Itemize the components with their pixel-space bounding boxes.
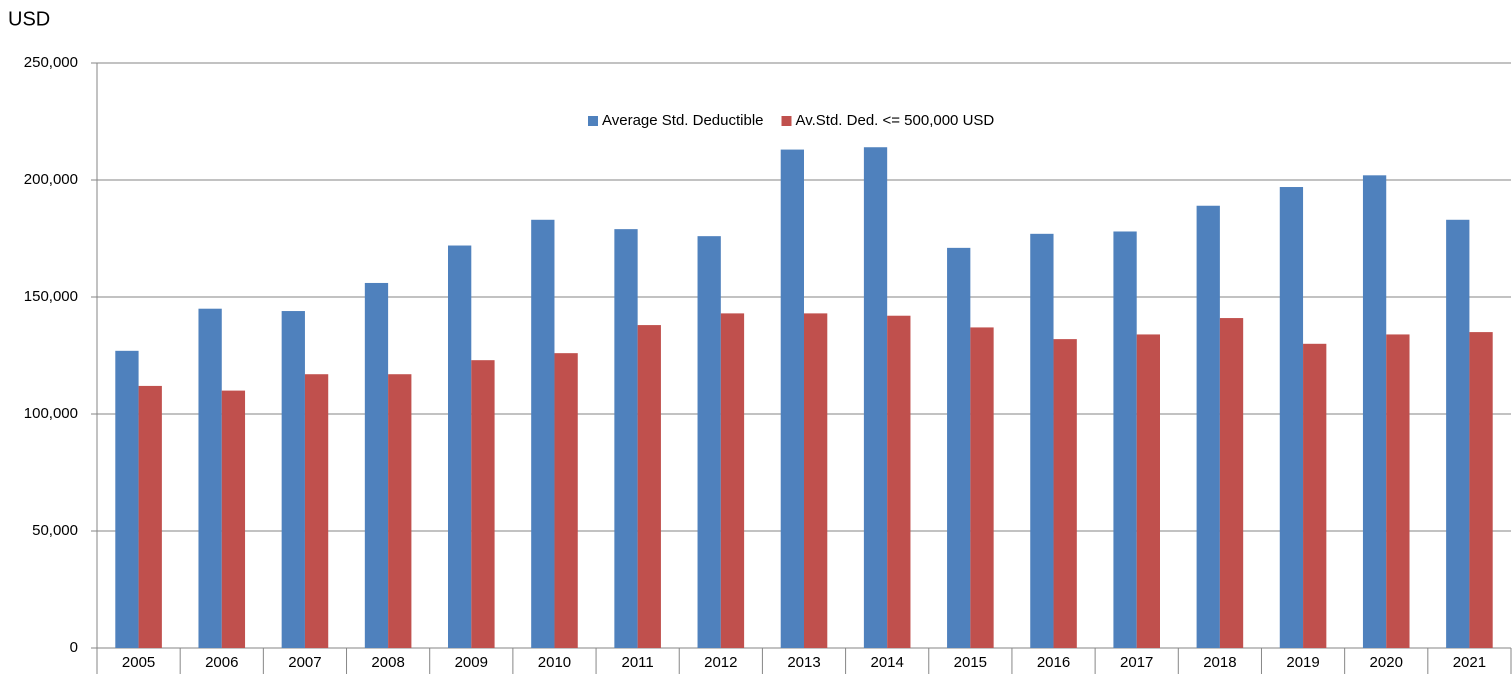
bar — [364, 282, 389, 648]
bar — [947, 247, 971, 649]
bar — [221, 390, 246, 648]
bar — [198, 308, 222, 648]
x-tick-label: 2009 — [455, 654, 488, 671]
x-tick-label: 2017 — [1120, 654, 1153, 671]
bar — [637, 325, 661, 648]
x-tick-label: 2007 — [288, 654, 321, 671]
x-tick-label: 2005 — [122, 654, 155, 671]
bar — [471, 360, 495, 648]
legend-label: Av.Std. Ded. <= 500,000 USD — [796, 112, 995, 129]
bar — [720, 313, 745, 648]
bar — [138, 385, 162, 648]
y-tick-label: 250,000 — [24, 54, 78, 71]
y-axis-title: USD — [8, 8, 50, 30]
y-tick-label: 150,000 — [24, 288, 78, 305]
bar — [1136, 334, 1160, 648]
x-tick-label: 2019 — [1286, 654, 1319, 671]
x-tick-label: 2020 — [1370, 654, 1403, 671]
bar — [1362, 175, 1387, 648]
bar — [304, 374, 329, 648]
y-tick-label: 100,000 — [24, 405, 78, 422]
bar — [863, 147, 888, 649]
bar — [1469, 332, 1493, 648]
bar — [448, 245, 472, 648]
bar — [697, 236, 721, 648]
x-tick-label: 2011 — [622, 654, 654, 671]
x-tick-label: 2006 — [205, 654, 238, 671]
bar — [1053, 339, 1077, 648]
bar — [804, 313, 828, 648]
x-tick-label: 2013 — [787, 654, 820, 671]
bar — [1196, 205, 1220, 649]
x-tick-label: 2012 — [704, 654, 737, 671]
y-tick-label: 50,000 — [32, 522, 78, 539]
bar — [1303, 343, 1327, 648]
legend-swatch — [588, 116, 598, 126]
bar — [388, 374, 412, 648]
bar — [1113, 231, 1137, 649]
bar — [281, 311, 305, 648]
x-tick-label: 2008 — [371, 654, 404, 671]
x-tick-label: 2015 — [954, 654, 987, 671]
x-tick-label: 2016 — [1037, 654, 1070, 671]
bar — [1279, 187, 1304, 648]
bar — [531, 219, 555, 648]
bar — [970, 327, 994, 648]
bar — [1386, 334, 1410, 648]
legend-label: Average Std. Deductible — [602, 112, 764, 129]
x-tick-label: 2018 — [1203, 654, 1236, 671]
bar — [115, 350, 139, 648]
y-tick-label: 200,000 — [24, 171, 78, 188]
bar — [1219, 318, 1244, 648]
bar — [780, 149, 804, 648]
y-tick-label: 0 — [70, 639, 78, 656]
bar — [887, 315, 911, 648]
x-tick-label: 2021 — [1453, 654, 1486, 671]
x-tick-label: 2014 — [870, 654, 903, 671]
bar — [554, 353, 578, 648]
bar — [1030, 233, 1054, 648]
bar — [1446, 219, 1470, 648]
legend-swatch — [781, 116, 792, 126]
x-tick-label: 2010 — [538, 654, 571, 671]
bar — [614, 229, 638, 648]
